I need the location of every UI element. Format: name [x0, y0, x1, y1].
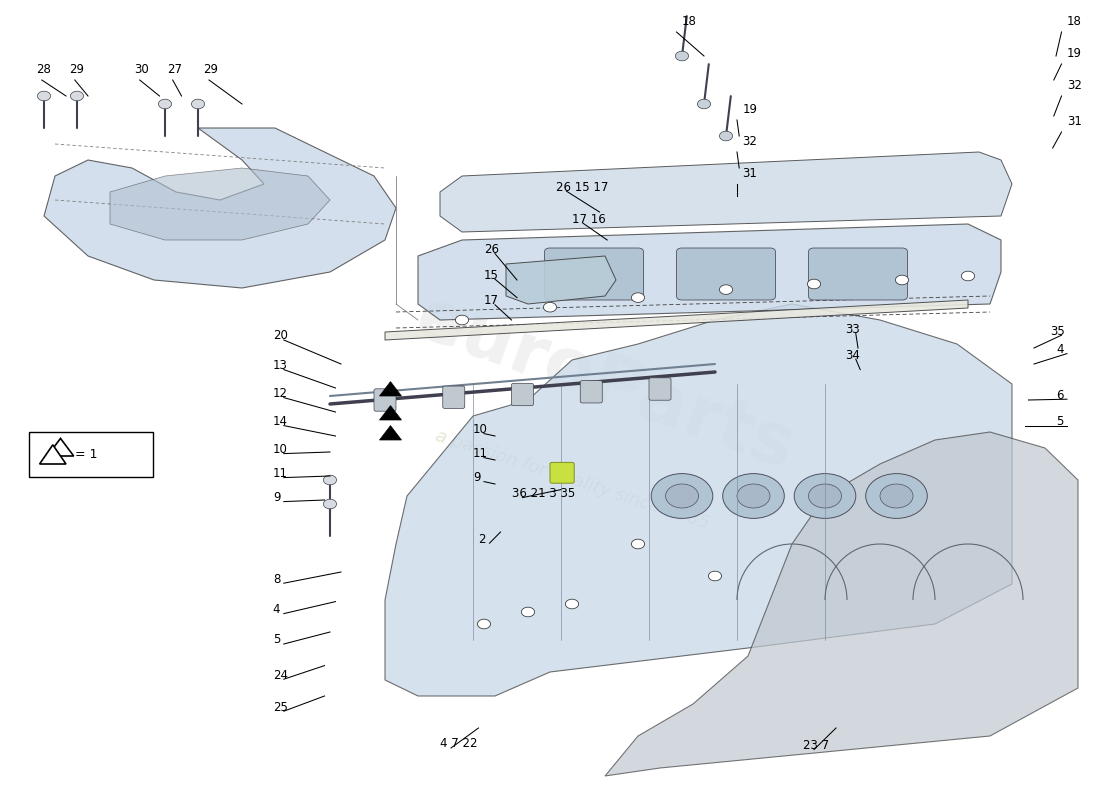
Polygon shape: [440, 152, 1012, 232]
Circle shape: [631, 293, 645, 302]
Circle shape: [37, 91, 51, 101]
Circle shape: [191, 99, 205, 109]
Text: 18: 18: [1067, 15, 1082, 28]
Text: 17: 17: [484, 294, 499, 307]
Text: 23 7: 23 7: [803, 739, 829, 752]
Circle shape: [708, 571, 722, 581]
Circle shape: [323, 475, 337, 485]
Text: 9: 9: [273, 491, 280, 504]
Text: 2: 2: [478, 533, 486, 546]
Text: 31: 31: [742, 167, 758, 180]
Text: 32: 32: [1067, 79, 1082, 92]
Circle shape: [631, 539, 645, 549]
Text: 9: 9: [473, 471, 481, 484]
Text: 34: 34: [845, 349, 860, 362]
Polygon shape: [418, 224, 1001, 320]
Text: 12: 12: [273, 387, 288, 400]
Circle shape: [866, 474, 927, 518]
Circle shape: [895, 275, 909, 285]
Circle shape: [477, 619, 491, 629]
Text: a passion for quality since 1985: a passion for quality since 1985: [432, 427, 712, 533]
FancyBboxPatch shape: [442, 386, 464, 409]
Text: 19: 19: [1067, 47, 1082, 60]
Text: 19: 19: [742, 103, 758, 116]
Circle shape: [543, 302, 557, 312]
Text: 17 16: 17 16: [572, 213, 606, 226]
Circle shape: [719, 131, 733, 141]
Circle shape: [666, 484, 698, 508]
Polygon shape: [385, 300, 968, 340]
Text: 25: 25: [273, 701, 288, 714]
Text: 5: 5: [273, 634, 280, 646]
Text: 14: 14: [273, 415, 288, 428]
Text: 11: 11: [273, 467, 288, 480]
Circle shape: [723, 474, 784, 518]
FancyBboxPatch shape: [649, 378, 671, 400]
FancyBboxPatch shape: [512, 383, 534, 406]
Circle shape: [737, 484, 770, 508]
Polygon shape: [379, 406, 401, 420]
Polygon shape: [379, 382, 401, 396]
Text: 8: 8: [273, 573, 280, 586]
Text: 4: 4: [273, 603, 280, 616]
Polygon shape: [379, 426, 401, 440]
Text: 36 21 3 35: 36 21 3 35: [512, 487, 574, 500]
Text: 26: 26: [484, 243, 499, 256]
FancyBboxPatch shape: [808, 248, 908, 300]
Circle shape: [158, 99, 172, 109]
Text: 20: 20: [273, 330, 288, 342]
Text: 26 15 17: 26 15 17: [556, 181, 608, 194]
Text: 10: 10: [273, 443, 288, 456]
Text: 30: 30: [134, 63, 148, 76]
Text: 29: 29: [69, 63, 85, 76]
Text: 27: 27: [167, 63, 183, 76]
Circle shape: [794, 474, 856, 518]
Polygon shape: [110, 168, 330, 240]
Text: 33: 33: [845, 323, 859, 336]
Text: 29: 29: [204, 63, 219, 76]
Circle shape: [697, 99, 711, 109]
Circle shape: [521, 607, 535, 617]
FancyBboxPatch shape: [550, 462, 574, 483]
Circle shape: [807, 279, 821, 289]
FancyBboxPatch shape: [374, 389, 396, 411]
Text: 15: 15: [484, 269, 499, 282]
Circle shape: [675, 51, 689, 61]
Text: 35: 35: [1050, 325, 1065, 338]
Circle shape: [565, 599, 579, 609]
Circle shape: [719, 285, 733, 294]
Polygon shape: [506, 256, 616, 304]
Polygon shape: [44, 128, 396, 288]
FancyBboxPatch shape: [581, 381, 603, 403]
Polygon shape: [47, 438, 74, 456]
Text: 31: 31: [1067, 115, 1082, 128]
Text: 32: 32: [742, 135, 758, 148]
Circle shape: [961, 271, 975, 281]
Text: 6: 6: [1056, 389, 1064, 402]
Circle shape: [70, 91, 84, 101]
Circle shape: [323, 499, 337, 509]
FancyBboxPatch shape: [676, 248, 776, 300]
Text: 4 7 22: 4 7 22: [440, 738, 477, 750]
FancyBboxPatch shape: [29, 432, 153, 477]
Text: 11: 11: [473, 447, 488, 460]
FancyBboxPatch shape: [544, 248, 644, 300]
Text: = 1: = 1: [75, 448, 97, 461]
Text: 18: 18: [682, 15, 697, 28]
Circle shape: [808, 484, 842, 508]
Polygon shape: [385, 304, 1012, 696]
Text: 5: 5: [1056, 415, 1064, 428]
Text: 13: 13: [273, 359, 288, 372]
Text: 28: 28: [36, 63, 52, 76]
Circle shape: [880, 484, 913, 508]
Polygon shape: [40, 445, 66, 464]
Text: 24: 24: [273, 669, 288, 682]
Polygon shape: [605, 432, 1078, 776]
Circle shape: [455, 315, 469, 325]
Text: 4: 4: [1056, 343, 1064, 356]
Text: 10: 10: [473, 423, 488, 436]
Circle shape: [651, 474, 713, 518]
Text: euroParts: euroParts: [406, 283, 804, 485]
